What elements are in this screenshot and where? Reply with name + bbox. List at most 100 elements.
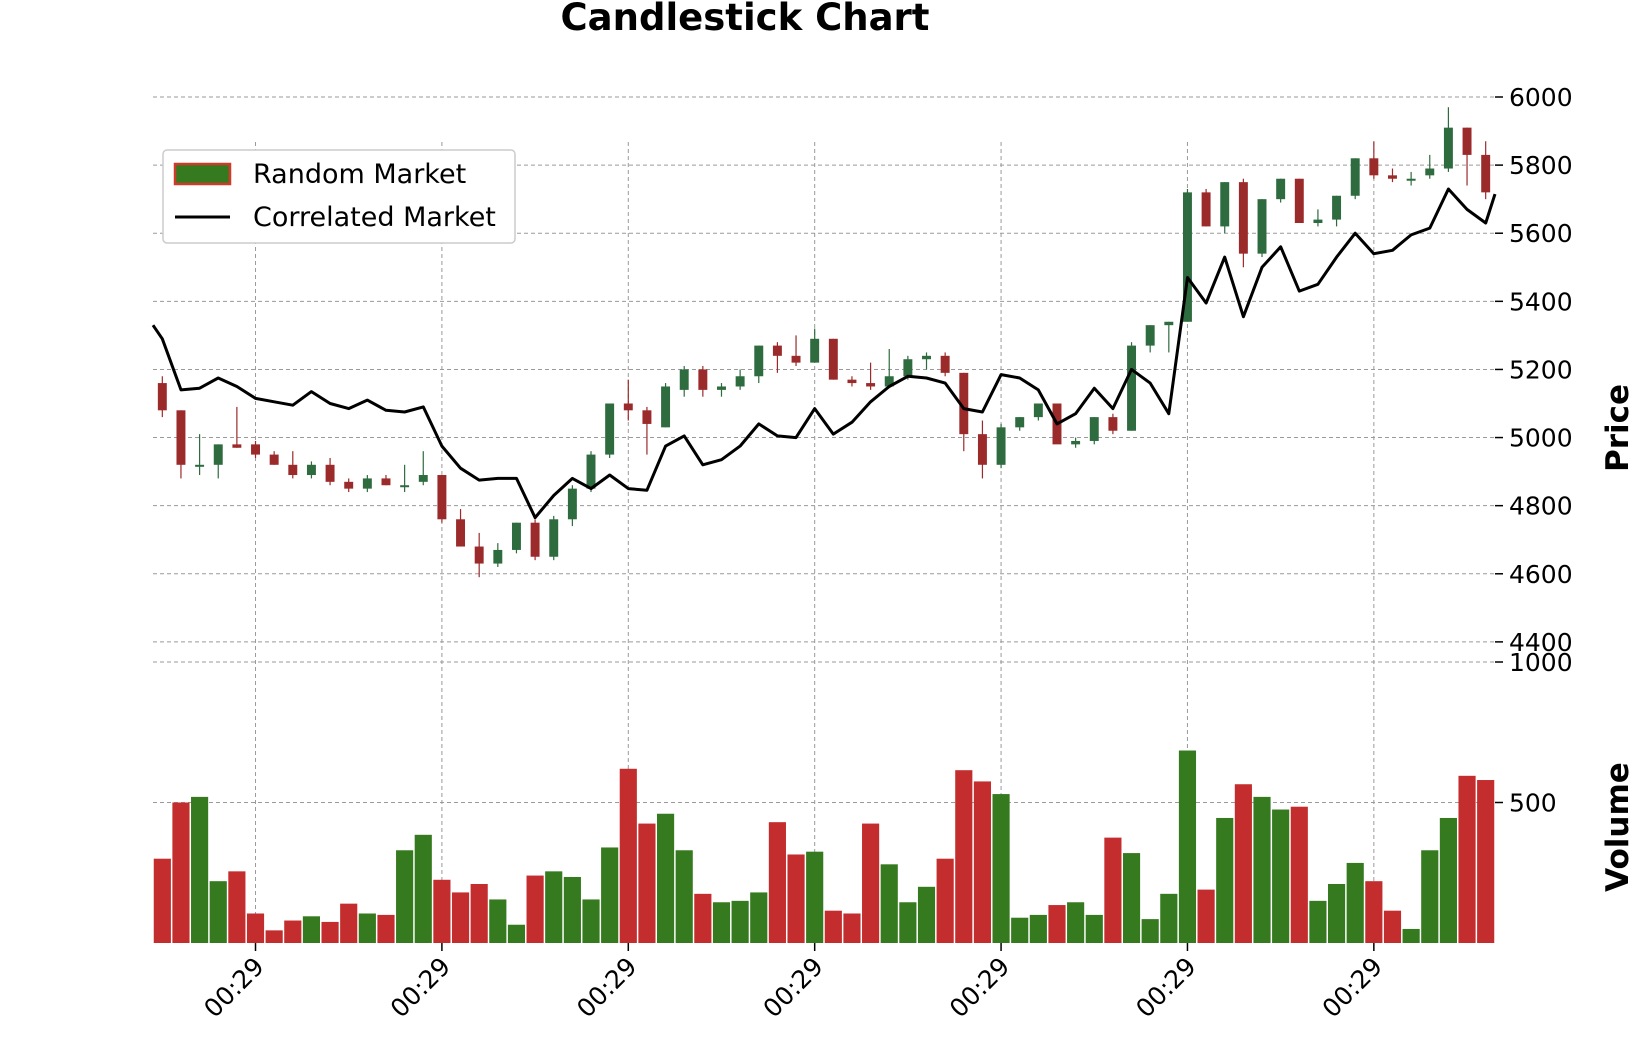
volume-bar [563,876,581,943]
candlesticks [157,107,1491,578]
volume-bar [526,875,544,943]
candle-body [1033,403,1043,418]
candle-body [195,464,205,467]
candle-body [437,475,447,520]
volume-bar [153,858,171,943]
candle-body [549,519,559,557]
candle-body [1071,440,1081,445]
candle-body [1015,417,1025,428]
legend-patch-random-market [173,162,232,186]
volume-bar [619,768,637,943]
volume-bar [545,871,563,943]
candle-body [1313,219,1323,224]
candle-body [288,464,298,476]
candle-body [884,376,894,387]
candle-body [176,410,186,465]
candle-body [698,369,708,390]
volume-bar [284,920,302,943]
volume-bar [1234,784,1252,943]
volume-bar [1439,817,1457,943]
candle-body [717,386,726,390]
candle-body [1201,192,1211,227]
candle-body [232,444,242,448]
candle-body [418,475,428,482]
candle-body [1164,321,1174,326]
price-tick-label: 5600 [1509,219,1573,248]
price-tick-label: 5200 [1509,355,1573,384]
candle-body [977,434,987,465]
price-tick-label: 4800 [1509,492,1573,521]
volume-bar [1421,850,1439,943]
candle-body [1182,192,1192,322]
volume-bar [302,916,321,943]
candle-body [605,403,615,455]
candle-body [754,345,764,377]
volume-bar [1216,817,1234,943]
volume-bar [1365,881,1383,943]
price-tick-label: 5000 [1509,424,1573,453]
volume-bar [899,902,917,943]
volume-bar [955,770,973,943]
volume-bar [1048,905,1066,943]
chart-title: Candlestick Chart [561,0,930,39]
volume-bar [414,834,432,943]
correlated-market-line [151,187,1497,520]
legend: Random Market Correlated Market [162,149,516,244]
volume-bar [582,899,600,943]
volume-bar [1346,862,1364,943]
volume-bar [862,823,880,943]
volume-bar [843,913,861,943]
candle-body [567,488,577,520]
candle-body [791,355,801,363]
volume-bar [1029,914,1047,943]
candle-body [1108,417,1118,431]
volume-bar [694,893,712,943]
candle-body [400,485,410,488]
volume-bar [507,924,526,943]
volume-bar [358,913,376,943]
candle-body [306,464,316,476]
candle-body [940,355,950,373]
candle-body [251,444,260,455]
candle-body [1462,127,1472,155]
candle-body [996,427,1006,465]
volume-bar [172,802,190,943]
volume-bar [321,921,339,943]
volume-bar [806,851,824,943]
volume-bar [246,913,265,943]
volume-bar [1160,893,1178,943]
volume-tick-label: 500 [1509,789,1557,818]
volume-bars [153,750,1495,943]
price-tick-label: 5400 [1509,287,1573,316]
volume-bar [1477,780,1495,943]
candle-body [456,519,466,547]
volume-bar [191,796,209,943]
volume-bar [1085,914,1103,943]
volume-bar [1327,883,1346,943]
volume-bar [396,850,414,943]
volume-bar [1253,796,1271,943]
volume-bar [973,781,992,943]
volume-bar [265,930,283,943]
volume-bar [340,903,358,943]
volume-bar [1011,917,1029,943]
candle-body [1238,182,1248,254]
candle-body [530,522,540,557]
candle-body [1388,175,1397,179]
volume-axis-label: Volume [1600,762,1636,892]
volume-bar [936,858,954,943]
candle-body [344,481,354,489]
volume-tick-label: 1000 [1509,648,1573,677]
candle-body [1443,127,1453,169]
volume-bar [601,847,619,943]
price-axis-label: Price [1600,384,1636,472]
volume-bar [768,822,786,943]
candle-body [1332,195,1342,220]
candle-body [1425,168,1435,176]
candle-body [325,464,335,482]
legend-label-correlated-market: Correlated Market [253,202,496,233]
candle-body [959,372,969,435]
candle-body [381,478,391,486]
candle-body [1481,154,1491,193]
